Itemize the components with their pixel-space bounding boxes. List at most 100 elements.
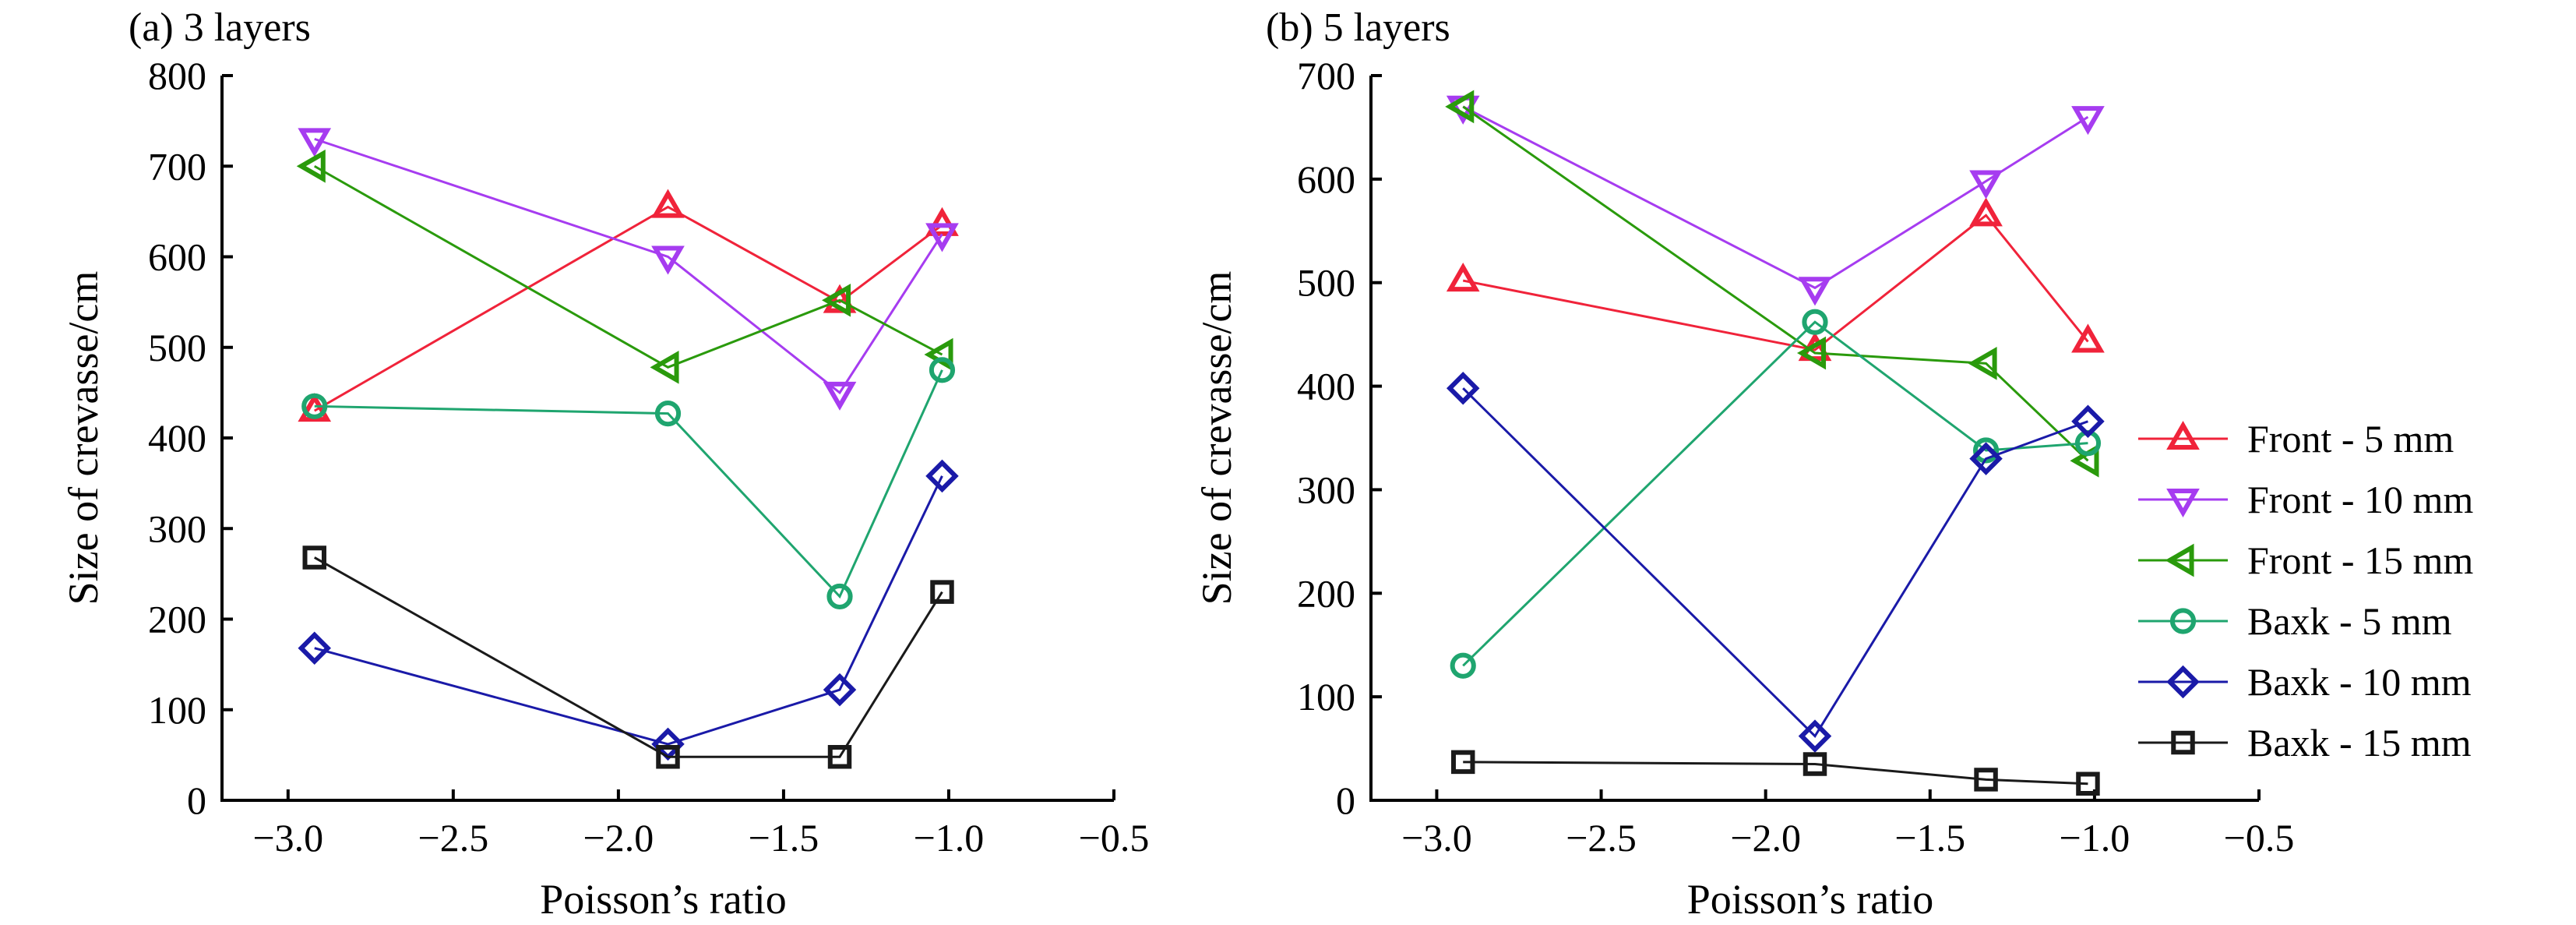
series-line: [314, 556, 943, 758]
data-point: [1450, 652, 1476, 679]
data-point: [656, 744, 680, 769]
data-point: [1969, 170, 2003, 199]
data-point: [930, 580, 954, 604]
data-point: [298, 631, 331, 665]
data-point: [925, 207, 959, 236]
legend-label: Baxk - 15 mm: [2247, 721, 2472, 764]
data-point: [2071, 106, 2105, 136]
chart-title: (b) 5 layers: [1266, 5, 1450, 50]
axes-frame: [220, 76, 1114, 802]
series-3: [1445, 90, 2099, 478]
data-point: [823, 673, 857, 707]
data-point: [925, 223, 959, 252]
series-4: [301, 357, 956, 610]
series-line: [313, 164, 943, 369]
data-point: [2076, 771, 2100, 796]
series-5: [298, 459, 959, 761]
x-axis-label: Poisson’s ratio: [540, 876, 787, 923]
legend: Front - 5 mm Front - 10 mm Front - 15 mm Ba…: [2138, 417, 2473, 764]
series-line: [313, 205, 943, 412]
data-point: [296, 149, 326, 183]
x-tick-label: −1.5: [1894, 816, 1965, 860]
data-point: [929, 357, 956, 383]
series-line: [1462, 105, 2089, 462]
series-6: [302, 545, 954, 769]
legend-marker: [2169, 608, 2197, 634]
y-tick-label: 300: [1297, 468, 1355, 511]
data-point: [1969, 442, 2003, 475]
data-point: [651, 245, 685, 275]
y-axis-label: Size of crevasse/cm: [60, 271, 107, 605]
data-point: [1446, 263, 1480, 292]
x-tick-label: −1.5: [749, 816, 819, 860]
series-4: [1450, 309, 2102, 679]
y-tick-label: 300: [148, 507, 206, 550]
x-tick-label: −3.0: [1401, 816, 1472, 860]
data-point: [298, 128, 332, 157]
series-1: [298, 189, 959, 422]
data-point: [1969, 197, 2003, 227]
y-tick-label: 500: [148, 326, 206, 369]
series-3: [296, 149, 953, 384]
x-tick-label: −2.5: [1566, 816, 1637, 860]
series-2: [298, 128, 959, 411]
series-1: [1446, 197, 2105, 362]
legend-marker: [2166, 420, 2200, 450]
data-point: [302, 545, 326, 570]
data-point: [2071, 404, 2105, 438]
chart-panel-2: (b) 5 layers −3.0 −2.5 −2.0 −1.5 −1.0 −0.5 0 100…: [1193, 5, 2473, 923]
legend-label: Front - 15 mm: [2247, 538, 2473, 582]
series-line: [314, 475, 943, 746]
series-2: [1446, 95, 2105, 306]
y-tick-label: 700: [1297, 54, 1355, 97]
y-tick-label: 200: [1297, 571, 1355, 615]
data-point: [1798, 719, 1832, 753]
data-point: [1450, 750, 1475, 775]
data-point: [826, 583, 853, 610]
axes-frame: [1369, 76, 2259, 802]
series-5: [1446, 371, 2105, 753]
series-6: [1450, 750, 2100, 796]
series-line: [1462, 214, 2089, 351]
legend-label: Front - 5 mm: [2247, 417, 2454, 461]
series-line: [1462, 387, 2088, 739]
data-point: [651, 189, 685, 218]
y-axis-label: Size of crevasse/cm: [1193, 271, 1240, 605]
data-point: [301, 393, 328, 419]
x-tick-label: −3.0: [252, 816, 323, 860]
series-line: [314, 137, 943, 395]
y-tick-label: 500: [1297, 261, 1355, 305]
chart-title: (a) 3 layers: [129, 5, 311, 50]
y-tick-label: 600: [1297, 157, 1355, 201]
legend-marker: [2166, 665, 2200, 699]
y-tick-label: 800: [148, 54, 206, 97]
data-point: [925, 459, 959, 493]
series-line: [1463, 761, 2088, 786]
legend-label: Baxk - 5 mm: [2247, 599, 2452, 643]
series-line: [314, 369, 943, 599]
data-point: [1446, 371, 1480, 405]
legend-marker: [2165, 543, 2194, 577]
data-point: [827, 744, 852, 769]
data-point: [298, 393, 332, 422]
y-tick-label: 200: [148, 598, 206, 641]
x-tick-label: −0.5: [2224, 816, 2295, 860]
legend-marker: [2166, 488, 2200, 518]
data-point: [823, 381, 857, 411]
chart-panel-1: (a) 3 layers −3.0 −2.5 −2.0 −1.5 −1.0 −0.5 0 100…: [60, 5, 1149, 923]
data-point: [654, 401, 682, 427]
y-tick-label: 0: [187, 778, 206, 822]
data-point: [1802, 752, 1827, 776]
x-tick-label: −2.0: [1730, 816, 1801, 860]
data-point: [822, 283, 851, 317]
y-tick-label: 600: [148, 235, 206, 279]
data-point: [1972, 437, 2000, 464]
y-tick-label: 400: [148, 416, 206, 460]
data-point: [1968, 347, 1997, 380]
data-point: [1802, 309, 1828, 335]
series-line: [1462, 105, 2089, 290]
y-tick-label: 0: [1336, 778, 1355, 822]
y-tick-label: 700: [148, 144, 206, 188]
data-point: [2071, 323, 2105, 353]
